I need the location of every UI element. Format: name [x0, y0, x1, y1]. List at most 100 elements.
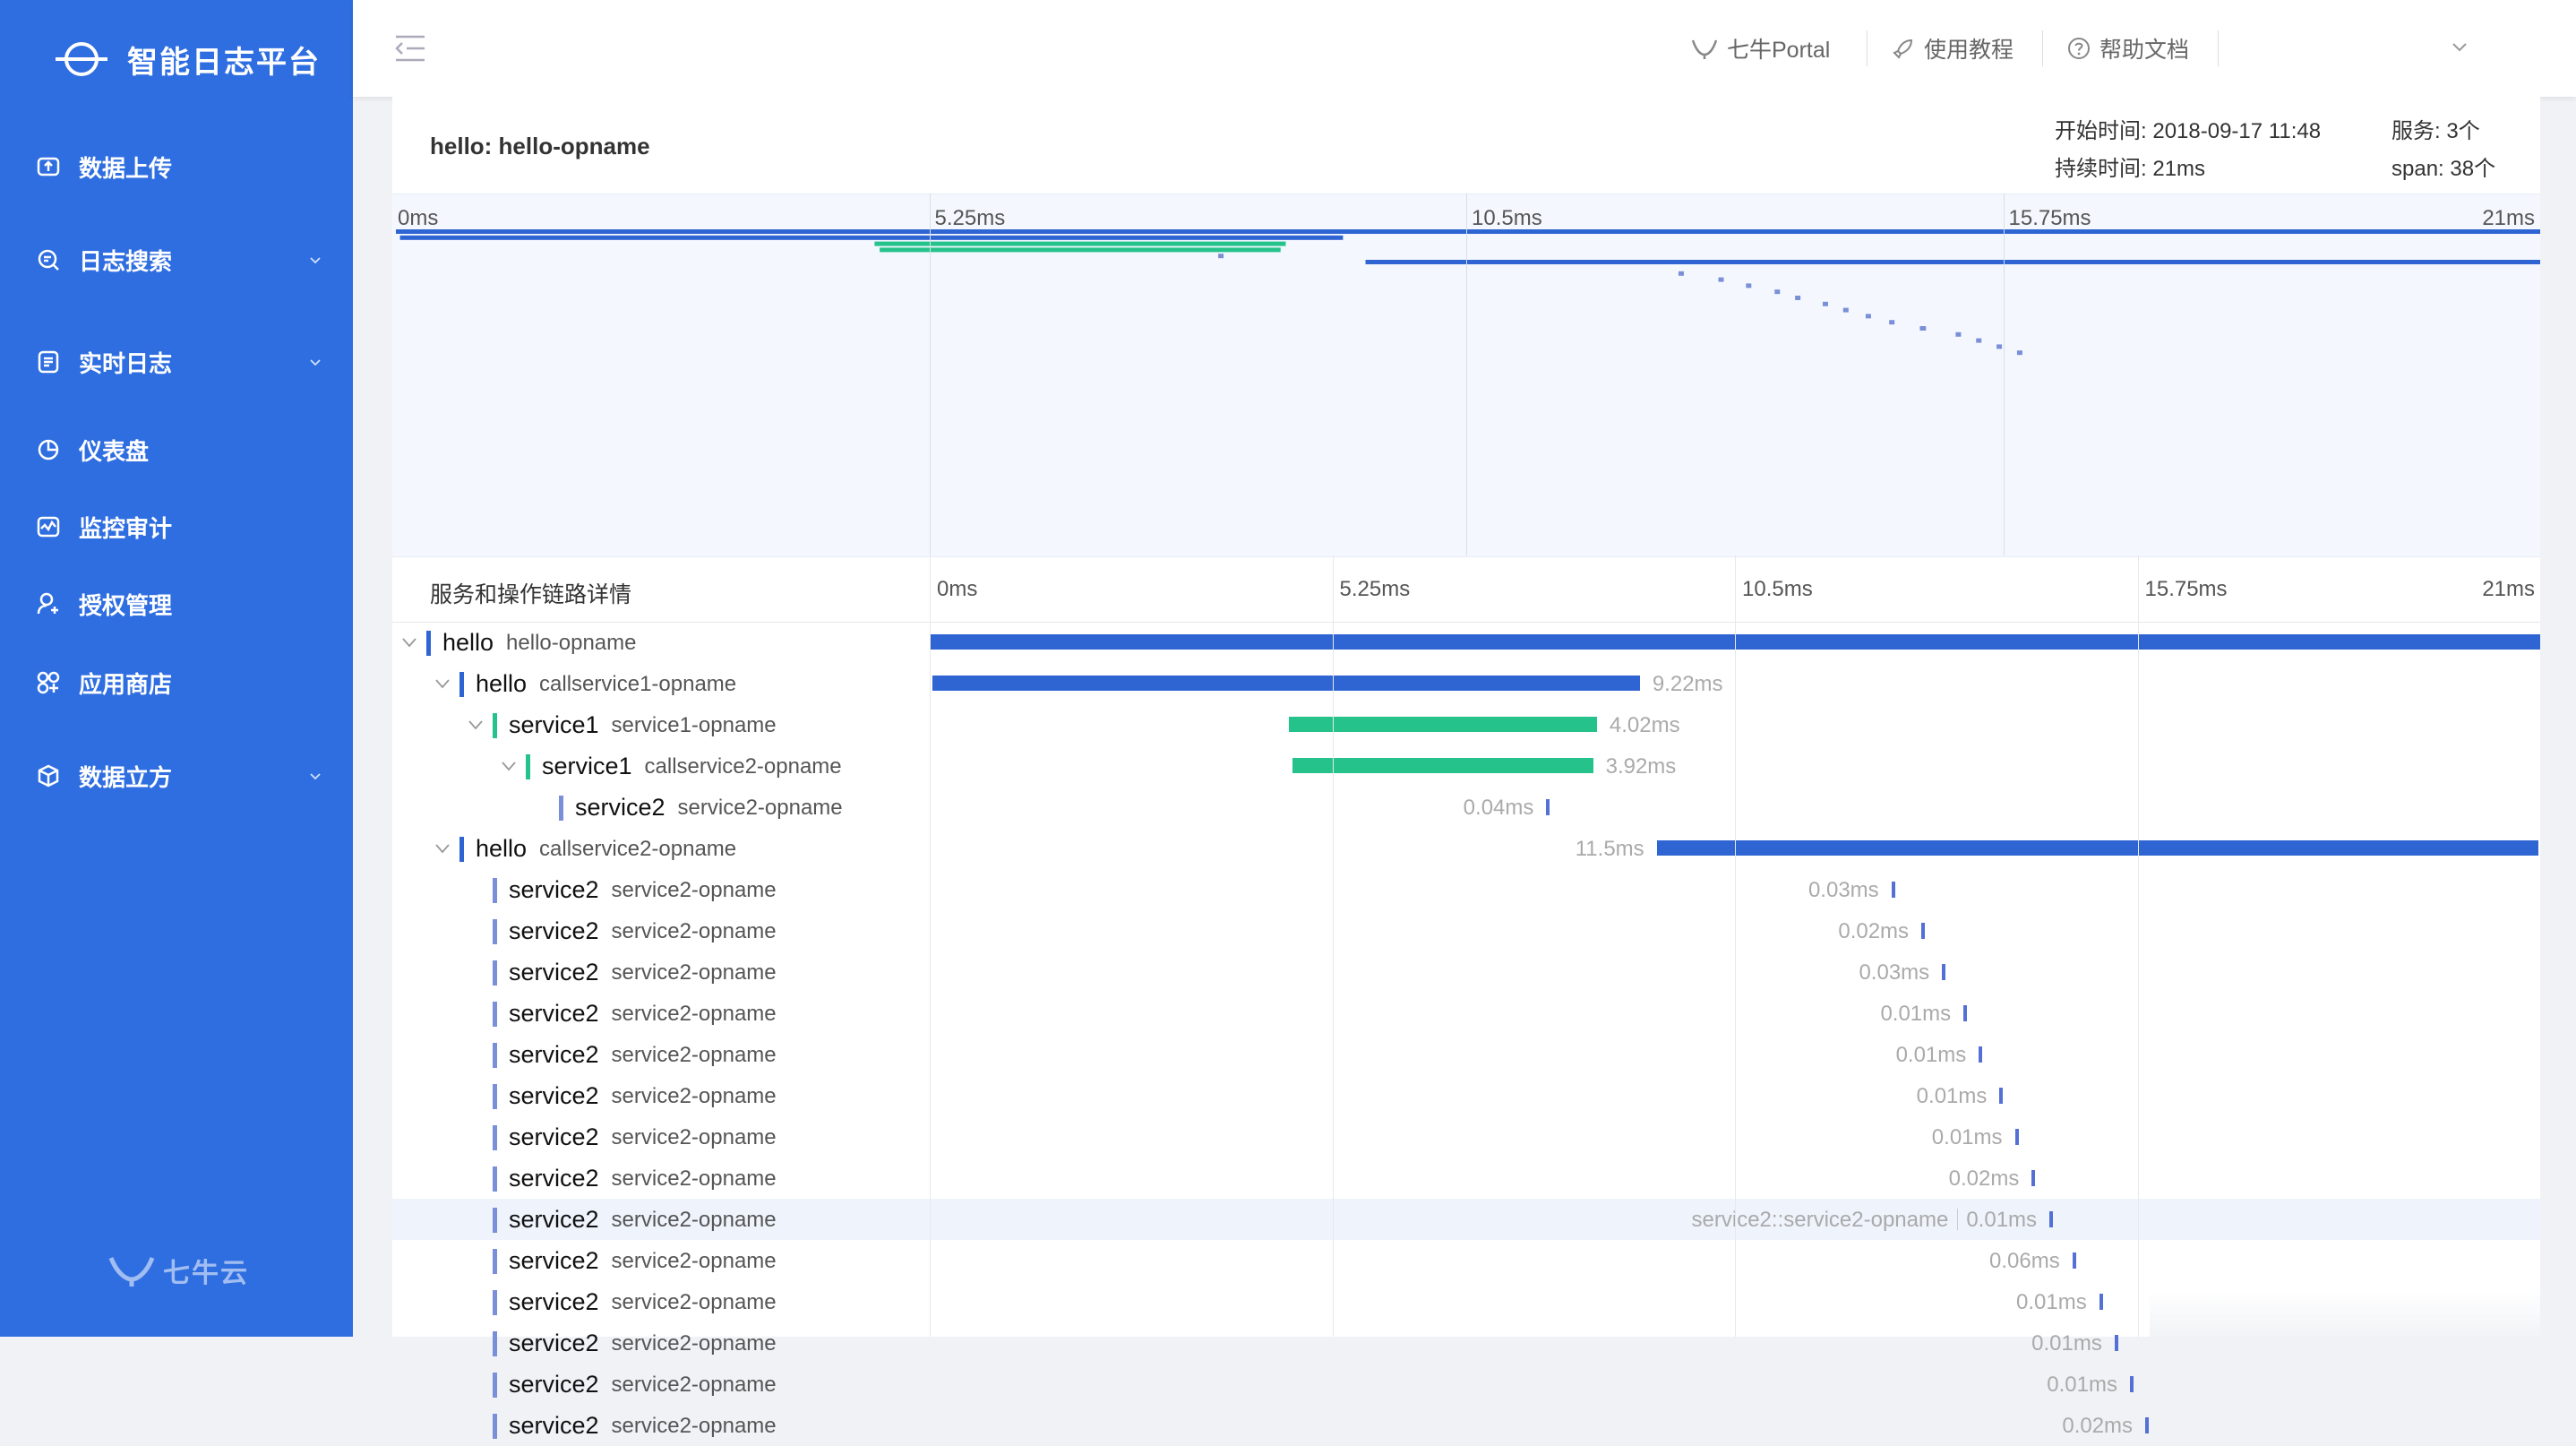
chevron-down-icon[interactable]: [399, 633, 419, 652]
footer-logo-text: 七牛云: [163, 1259, 249, 1288]
trace-span-count: span: 38个: [2391, 151, 2495, 182]
sidebar: 智能日志平台 数据上传 日志搜索 实时日志 仪表盘 监控审计 授权管理: [0, 0, 353, 1337]
minimap-span-mark: [1822, 301, 1828, 306]
span-operation-name: service1-opname: [611, 713, 777, 737]
service-color-marker: [493, 960, 497, 986]
span-service-name: hello: [442, 629, 494, 656]
span-label: span:: [2391, 157, 2444, 181]
span-row[interactable]: service1 callservice2-opname 3.92ms: [392, 745, 2540, 787]
span-duration-tick[interactable]: [1979, 1046, 1983, 1063]
tutorial-link[interactable]: 使用教程: [1892, 30, 2014, 66]
minimap-tick-label: 5.25ms: [934, 206, 1006, 230]
minimap-span-mark: [399, 235, 1344, 240]
span-row[interactable]: service2 service2-opname 0.03ms: [392, 869, 2540, 910]
header-divider: [2042, 30, 2043, 66]
sidebar-item-dashboard[interactable]: 仪表盘: [0, 423, 353, 477]
span-service-name: service2: [509, 917, 599, 944]
span-operation-name: service2-opname: [611, 1043, 777, 1067]
span-duration-tick[interactable]: [1999, 1088, 2004, 1104]
span-row[interactable]: service2 service2-opname 0.01ms: [392, 1364, 2540, 1405]
span-duration-tick[interactable]: [2145, 1417, 2150, 1433]
span-row[interactable]: service2 service2-opname 0.06ms: [392, 1240, 2540, 1281]
span-duration-label: 0.01ms: [2031, 1331, 2102, 1356]
detail-grid-line: [930, 555, 931, 1337]
span-operation-name: service2-opname: [611, 1373, 777, 1397]
span-row[interactable]: service2 service2-opname 0.02ms: [392, 1158, 2540, 1199]
span-duration-tick[interactable]: [2031, 1170, 2036, 1186]
minimap-span-mark: [1218, 254, 1224, 259]
span-row[interactable]: hello callservice2-opname 11.5ms: [392, 828, 2540, 869]
span-duration-bar[interactable]: [1288, 717, 1597, 732]
services-label: 服务:: [2391, 119, 2441, 143]
span-duration-tick[interactable]: [1942, 964, 1946, 980]
chevron-down-icon[interactable]: [433, 839, 452, 858]
sidebar-item-label: 监控审计: [79, 514, 173, 542]
span-duration-tick[interactable]: [1546, 799, 1550, 815]
minimap-tick-label: 10.5ms: [1472, 206, 1542, 230]
detail-tick-label: 0ms: [937, 577, 978, 601]
bottom-fade: [2150, 1290, 2576, 1337]
sidebar-item-label: 应用商店: [79, 670, 173, 698]
span-duration-bar[interactable]: [1292, 758, 1593, 773]
service-color-marker: [493, 1373, 497, 1398]
span-row[interactable]: service2 service2-opname 0.01ms: [392, 1034, 2540, 1075]
chevron-down-icon[interactable]: [433, 674, 452, 693]
sidebar-item-app-store[interactable]: 应用商店: [0, 656, 353, 710]
span-row[interactable]: service2 service2-opname 0.01ms: [392, 1281, 2540, 1322]
service-color-marker: [559, 796, 563, 821]
sidebar-item-auth-management[interactable]: 授权管理: [0, 577, 353, 631]
minimap-span-mark: [1718, 277, 1724, 282]
menu-fold-icon[interactable]: [394, 34, 426, 63]
span-duration-bar[interactable]: [932, 676, 1640, 691]
span-row[interactable]: service2 service2-opname 0.02ms: [392, 1405, 2540, 1446]
span-service-name: service2: [509, 1123, 599, 1150]
span-row[interactable]: service2 service2-opname 0.04ms: [392, 787, 2540, 828]
duration-value: 21ms: [2152, 157, 2206, 181]
span-duration-tick[interactable]: [2072, 1252, 2076, 1269]
span-duration-tick[interactable]: [2014, 1129, 2019, 1145]
span-operation-name: service2-opname: [611, 1125, 777, 1149]
span-row[interactable]: hello callservice1-opname 9.22ms: [392, 663, 2540, 704]
span-row[interactable]: service1 service1-opname 4.02ms: [392, 704, 2540, 745]
minimap-grid-line: [2003, 194, 2005, 555]
span-row[interactable]: service2 service2-opname 0.01ms: [392, 993, 2540, 1034]
service-color-marker: [493, 878, 497, 903]
span-row[interactable]: service2 service2-opname 0.02ms: [392, 910, 2540, 951]
dashboard-icon: [38, 439, 59, 460]
detail-grid-line: [2137, 555, 2139, 1337]
span-row[interactable]: service2 service2-opname 0.01ms service2::s…: [392, 1199, 2540, 1240]
sidebar-item-label: 日志搜索: [79, 247, 173, 275]
help-docs-link[interactable]: 帮助文档: [2067, 30, 2189, 66]
span-row[interactable]: service2 service2-opname 0.01ms: [392, 1116, 2540, 1158]
span-duration-tick[interactable]: [2114, 1335, 2118, 1351]
services-value: 3个: [2446, 119, 2480, 143]
span-operation-name: service2-opname: [611, 1084, 777, 1108]
sidebar-item-data-cube[interactable]: 数据立方: [0, 749, 353, 803]
span-row[interactable]: service2 service2-opname 0.03ms: [392, 951, 2540, 993]
span-duration-tick[interactable]: [2129, 1376, 2134, 1392]
span-service-name: service2: [509, 1165, 599, 1192]
span-duration-tick[interactable]: [2049, 1211, 2054, 1227]
portal-link[interactable]: 七牛Portal: [1691, 30, 1830, 66]
chevron-down-icon[interactable]: [499, 756, 519, 776]
span-service-name: hello: [476, 670, 528, 697]
span-service-name: service2: [509, 1330, 599, 1356]
service-color-marker: [493, 713, 497, 738]
span-row[interactable]: service2 service2-opname 0.01ms: [392, 1075, 2540, 1116]
span-duration-tick[interactable]: [1963, 1005, 1968, 1021]
span-row[interactable]: hello hello-opname: [392, 622, 2540, 663]
span-duration-tick[interactable]: [1891, 882, 1895, 898]
sidebar-item-monitor-audit[interactable]: 监控审计: [0, 500, 353, 554]
span-duration-label: 0.03ms: [1859, 960, 1930, 985]
brand[interactable]: 智能日志平台: [54, 34, 321, 84]
sidebar-item-realtime-log[interactable]: 实时日志: [0, 335, 353, 389]
span-duration-tick[interactable]: [2099, 1294, 2103, 1310]
chevron-down-icon[interactable]: [2449, 36, 2470, 57]
sidebar-item-log-search[interactable]: 日志搜索: [0, 233, 353, 287]
span-duration-tick[interactable]: [1921, 923, 1926, 939]
chevron-down-icon[interactable]: [466, 715, 485, 735]
duration-label: 持续时间:: [2055, 157, 2147, 181]
sidebar-item-data-upload[interactable]: 数据上传: [0, 140, 353, 194]
span-duration-bar[interactable]: [1656, 840, 2539, 856]
span-service-name: service2: [509, 1000, 599, 1027]
